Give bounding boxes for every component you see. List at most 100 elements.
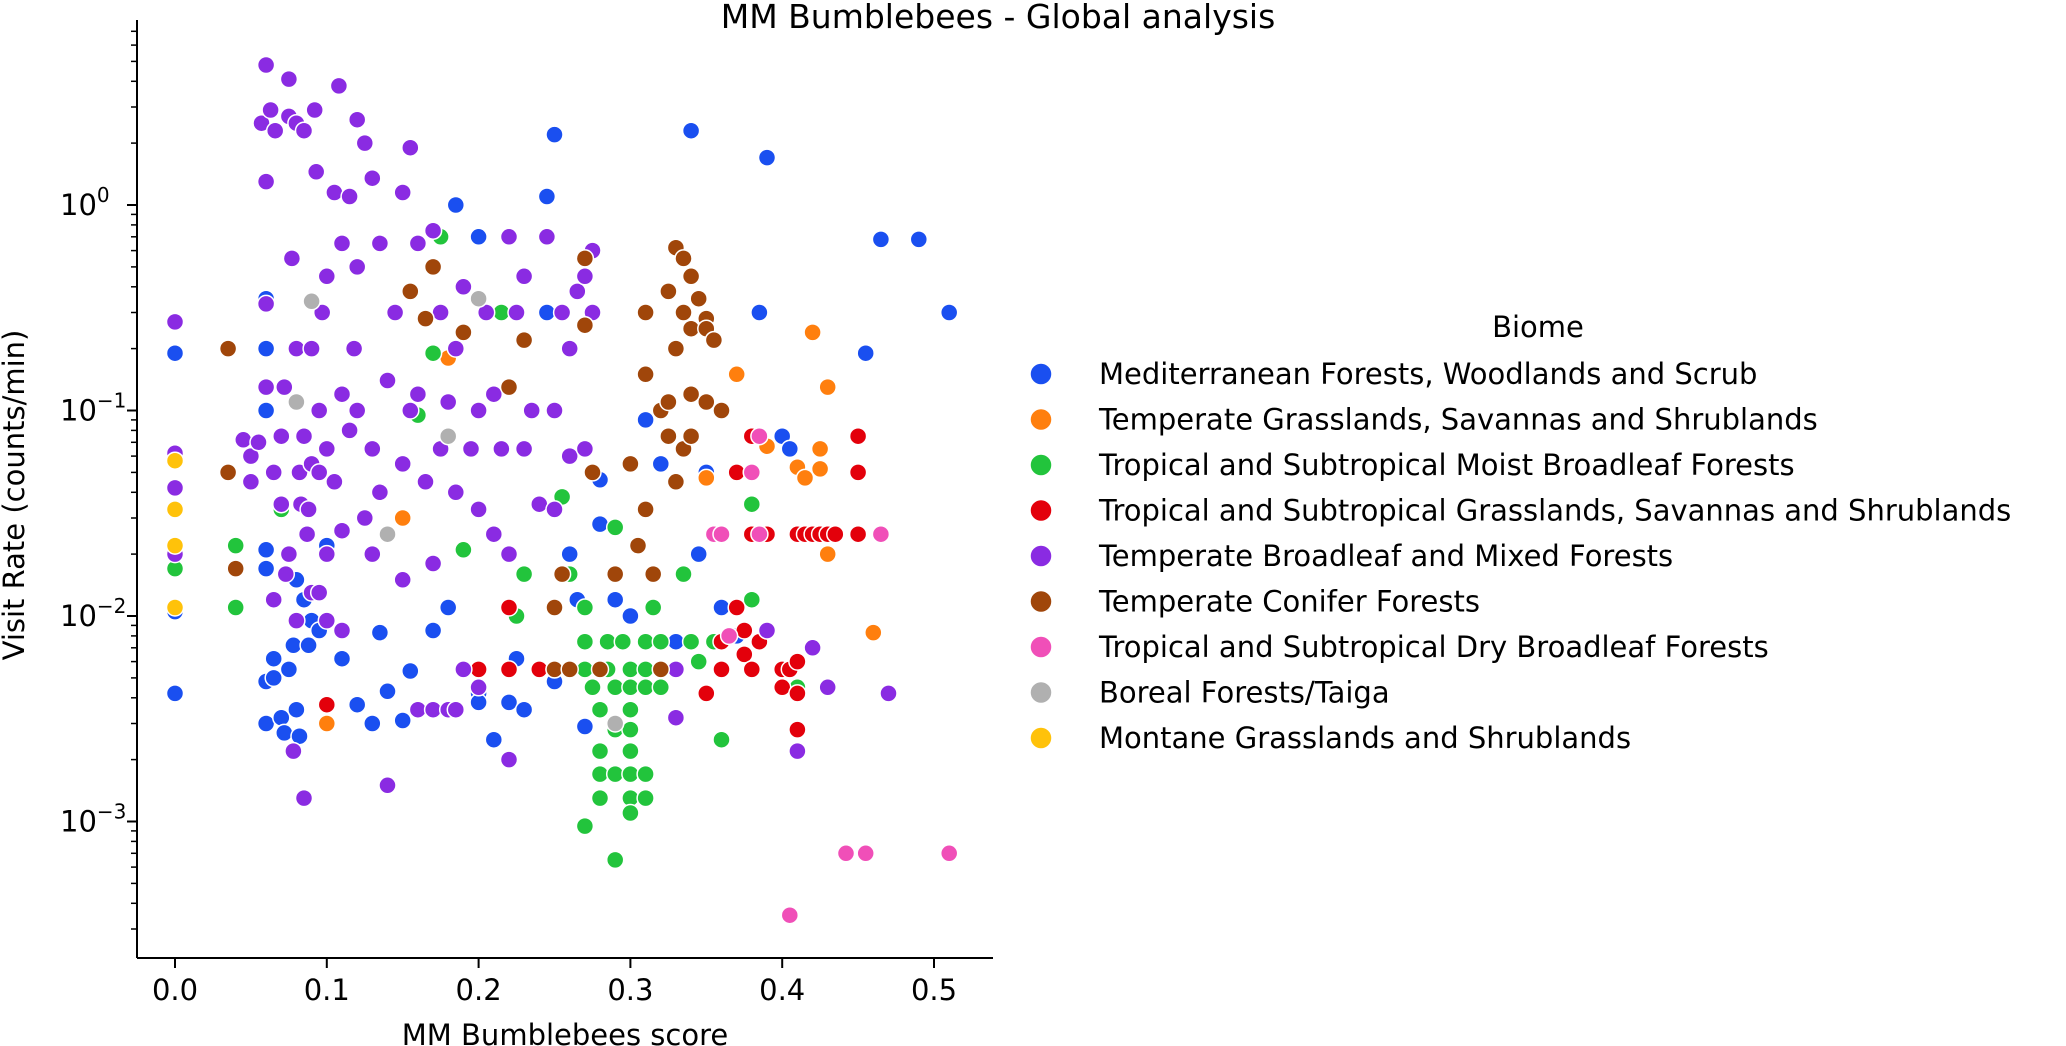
data-point	[226, 536, 245, 555]
data-point	[347, 257, 367, 277]
data-point	[681, 384, 701, 404]
data-point	[621, 454, 640, 474]
data-point	[537, 187, 557, 206]
legend-label: Boreal Forests/Taiga	[1099, 676, 1390, 710]
legend-marker	[1029, 726, 1053, 750]
data-point	[818, 377, 837, 397]
data-point	[742, 463, 762, 482]
legend-item: Temperate Broadleaf and Mixed Forests	[1029, 539, 1673, 573]
data-point	[416, 309, 435, 328]
data-point	[317, 611, 337, 630]
data-point	[780, 439, 800, 459]
data-point	[275, 377, 294, 397]
data-point	[423, 621, 443, 640]
data-point	[165, 684, 185, 703]
data-point	[165, 536, 185, 555]
data-point	[871, 524, 891, 544]
data-point	[484, 730, 504, 749]
data-point	[757, 621, 777, 640]
data-point	[681, 121, 701, 140]
data-point	[423, 554, 443, 573]
data-point	[621, 700, 640, 719]
data-point	[408, 384, 428, 404]
data-point	[742, 494, 762, 514]
data-point	[560, 660, 579, 679]
data-point	[780, 905, 800, 925]
data-point	[636, 365, 655, 384]
data-point	[484, 384, 504, 404]
data-point	[256, 559, 276, 578]
data-point	[499, 693, 519, 712]
x-tick-label: 0.4	[759, 973, 805, 1007]
data-point	[514, 564, 534, 584]
data-point	[848, 524, 868, 544]
data-point	[446, 700, 466, 719]
data-point	[332, 621, 352, 640]
data-point	[499, 227, 519, 247]
data-point	[666, 708, 686, 727]
data-point	[393, 183, 412, 202]
data-point	[697, 684, 716, 703]
data-point	[279, 69, 299, 89]
data-point	[689, 289, 708, 308]
data-point	[165, 598, 185, 617]
data-point	[772, 678, 792, 697]
data-point	[864, 623, 883, 642]
legend-item: Tropical and Subtropical Moist Broadleaf…	[1029, 448, 1795, 482]
data-point	[750, 303, 769, 322]
legend-marker	[1029, 589, 1053, 614]
data-point	[636, 303, 655, 322]
legend-label: Temperate Broadleaf and Mixed Forests	[1098, 539, 1673, 573]
data-point	[939, 844, 959, 863]
data-point	[309, 463, 329, 482]
data-point	[590, 700, 610, 719]
data-point	[378, 776, 397, 795]
legend-marker	[1029, 680, 1053, 705]
data-point	[454, 660, 473, 679]
data-point	[788, 652, 807, 671]
y-axis-label: Visit Rate (counts/min)	[0, 330, 31, 661]
data-point	[165, 312, 185, 332]
series-montane-grasslands-and-shrublands	[165, 451, 185, 617]
data-point	[317, 439, 337, 459]
series-boreal-forests-taiga	[287, 289, 625, 733]
data-point	[568, 282, 587, 301]
series-tropical-and-subtropical-moist-broadleaf-forests	[165, 227, 807, 870]
data-point	[393, 454, 412, 474]
legend-marker	[1029, 544, 1053, 568]
data-point	[735, 621, 754, 640]
data-point	[363, 714, 382, 733]
data-point	[492, 439, 511, 459]
data-point	[423, 343, 443, 363]
data-point	[279, 544, 299, 564]
data-point	[879, 684, 898, 703]
data-point	[871, 230, 891, 249]
data-point	[218, 339, 238, 358]
data-point	[522, 401, 541, 420]
data-point	[256, 55, 276, 75]
y-tick-label: 10−2	[60, 594, 126, 633]
data-point	[788, 720, 807, 739]
data-point	[818, 544, 837, 564]
data-point	[621, 606, 640, 626]
data-point	[446, 195, 466, 215]
data-point	[636, 410, 655, 430]
data-point	[651, 660, 671, 679]
data-point	[423, 221, 443, 240]
x-axis-label: MM Bumblebees score	[402, 1018, 728, 1046]
data-point	[560, 544, 579, 564]
data-point	[575, 598, 595, 617]
data-point	[545, 401, 564, 420]
data-point	[681, 426, 701, 446]
data-point	[234, 430, 253, 450]
data-point	[836, 844, 856, 863]
data-point	[545, 125, 564, 144]
data-point	[712, 524, 731, 544]
legend-item: Montane Grasslands and Shrublands	[1029, 721, 1631, 755]
data-point	[613, 632, 633, 651]
data-point	[218, 463, 238, 482]
data-point	[681, 267, 701, 286]
data-point	[401, 282, 420, 301]
data-point	[332, 521, 352, 540]
data-point	[325, 183, 344, 202]
